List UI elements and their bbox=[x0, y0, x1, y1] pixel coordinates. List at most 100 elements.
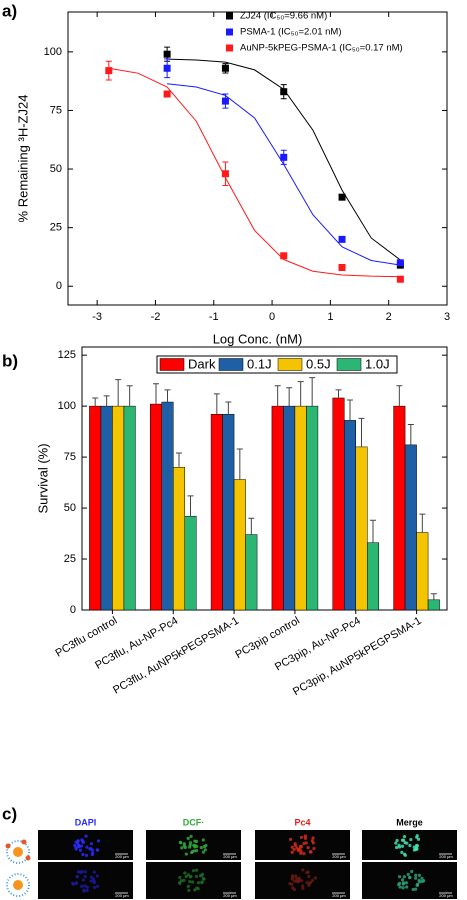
cell bbox=[296, 879, 300, 883]
cell bbox=[95, 848, 100, 852]
y-tick-label: 25 bbox=[50, 222, 62, 234]
cell bbox=[414, 876, 418, 880]
cell bbox=[76, 870, 80, 874]
cell bbox=[400, 878, 405, 882]
cell bbox=[194, 874, 199, 879]
cell bbox=[183, 871, 187, 875]
cell bbox=[187, 888, 191, 892]
cell bbox=[312, 846, 316, 851]
legend-marker bbox=[226, 44, 233, 52]
cell bbox=[201, 838, 205, 842]
panel-label: c) bbox=[2, 804, 17, 823]
cell bbox=[80, 884, 84, 888]
cell bbox=[415, 835, 419, 839]
legend-marker bbox=[159, 358, 185, 371]
cell bbox=[300, 884, 305, 888]
cell bbox=[414, 873, 418, 877]
bar bbox=[355, 446, 368, 611]
cell bbox=[81, 852, 85, 857]
y-tick-label: 75 bbox=[64, 451, 76, 463]
cell bbox=[95, 874, 99, 878]
bar bbox=[416, 532, 429, 611]
error-bar bbox=[407, 423, 414, 445]
bar bbox=[332, 397, 345, 611]
error-bar bbox=[430, 593, 437, 600]
bar bbox=[123, 405, 136, 611]
bar bbox=[222, 414, 235, 611]
x-tick-label: -2 bbox=[151, 311, 161, 323]
column-title: DAPI bbox=[75, 817, 97, 827]
point bbox=[280, 252, 288, 260]
cell bbox=[80, 870, 84, 874]
cell bbox=[397, 882, 401, 887]
legend-marker bbox=[226, 28, 233, 36]
bar bbox=[306, 405, 319, 611]
cell bbox=[182, 842, 186, 846]
error-bar bbox=[274, 385, 281, 407]
cell bbox=[411, 887, 415, 892]
cell bbox=[408, 843, 412, 848]
cell bbox=[203, 848, 207, 852]
y-tick-label: 0 bbox=[56, 280, 62, 292]
cell bbox=[303, 834, 308, 838]
error-bar bbox=[187, 495, 194, 517]
cell bbox=[292, 847, 296, 852]
error-bar bbox=[396, 385, 403, 407]
error-bar bbox=[103, 395, 110, 407]
cell bbox=[178, 875, 182, 880]
cell bbox=[302, 852, 306, 856]
cell bbox=[178, 840, 182, 845]
y-tick-label: 100 bbox=[44, 46, 62, 58]
point bbox=[163, 64, 171, 72]
cell bbox=[81, 878, 86, 882]
cell bbox=[294, 876, 299, 880]
cell bbox=[92, 870, 96, 874]
cell bbox=[416, 837, 421, 841]
x-tick-label: 1 bbox=[327, 311, 333, 323]
legend-label: 0.5J bbox=[306, 356, 331, 371]
point bbox=[221, 170, 229, 178]
cell bbox=[80, 838, 84, 842]
cell bbox=[193, 839, 197, 843]
cell bbox=[201, 850, 205, 854]
cell bbox=[189, 874, 193, 879]
cell bbox=[292, 879, 297, 883]
cell bbox=[408, 875, 412, 879]
scale-bar-label: 200 μm bbox=[439, 854, 453, 859]
scale-bar-label: 200 μm bbox=[115, 854, 129, 859]
y-tick-label: 100 bbox=[58, 400, 76, 412]
cell bbox=[422, 879, 426, 883]
legend-label: AuNP-5kPEG-PSMA-1 (IC₅₀=0.17 nM) bbox=[240, 43, 403, 54]
bar bbox=[427, 599, 440, 611]
cell bbox=[395, 845, 399, 850]
fit-curve bbox=[108, 67, 401, 278]
fit-curve bbox=[167, 83, 401, 266]
y-tick-label: 50 bbox=[64, 502, 76, 514]
point bbox=[396, 275, 404, 283]
cell bbox=[83, 884, 87, 888]
y-tick-label: 0 bbox=[70, 604, 76, 616]
cell bbox=[188, 841, 193, 845]
cell bbox=[397, 845, 402, 849]
error-bar bbox=[358, 417, 365, 447]
cell bbox=[74, 847, 78, 851]
bar bbox=[271, 405, 284, 611]
cell bbox=[406, 872, 410, 876]
cell bbox=[301, 886, 305, 891]
point bbox=[280, 88, 288, 96]
cell bbox=[309, 850, 313, 854]
scale-bar-label: 200 μm bbox=[115, 893, 129, 898]
point bbox=[338, 235, 346, 243]
cell bbox=[79, 844, 84, 848]
nanoparticle-icon bbox=[6, 873, 30, 897]
panel-label: b) bbox=[2, 351, 18, 370]
cell bbox=[196, 881, 201, 885]
y-axis-label: % Remaining ³H-ZJ24 bbox=[15, 95, 30, 223]
cell bbox=[417, 880, 422, 884]
point bbox=[163, 50, 171, 58]
cell bbox=[200, 873, 204, 877]
cell bbox=[303, 836, 308, 840]
cell bbox=[91, 851, 95, 855]
cell bbox=[82, 889, 86, 893]
cell bbox=[202, 844, 206, 849]
